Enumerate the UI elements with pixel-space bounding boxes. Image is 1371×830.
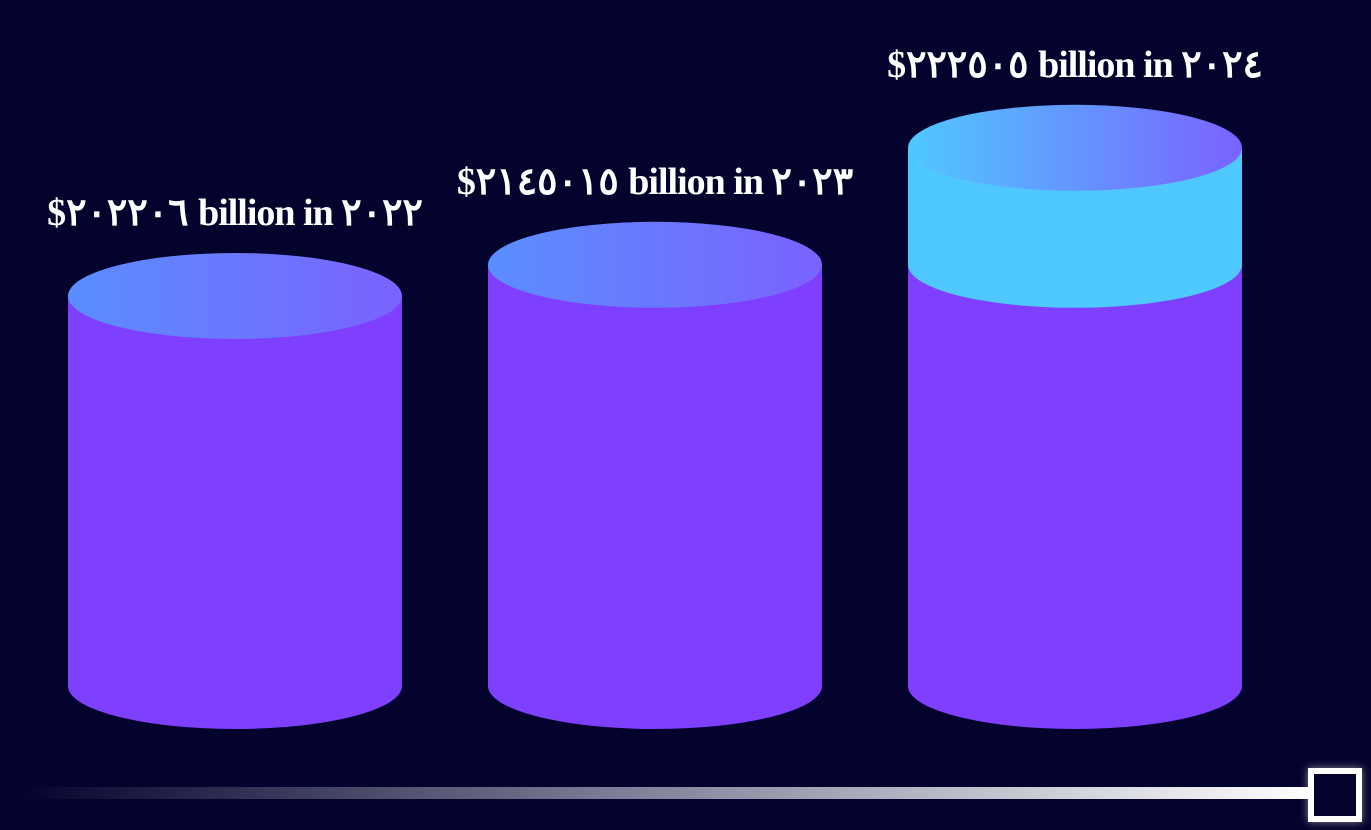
cylinder-bar: $٢٠٢٢٠٦ billion in ٢٠٢٢: [47, 192, 424, 729]
bar-value-label: $٢٢٢٥٠٥ billion in ٢٠٢٤: [887, 44, 1263, 86]
cylinder-top: [908, 104, 1242, 191]
cylinder-top: [68, 253, 402, 339]
cylinder-bar: $٢١٤٥٠١٥ billion in ٢٠٢٣: [457, 161, 854, 729]
scroll-track[interactable]: [20, 787, 1315, 799]
bars-layer: $٢٠٢٢٠٦ billion in ٢٠٢٢ $٢١٤٥٠١٥ billion …: [47, 44, 1264, 729]
cylinder-body: [488, 264, 822, 729]
bar-value-label: $٢٠٢٢٠٦ billion in ٢٠٢٢: [47, 192, 423, 234]
cylinder-body: [908, 264, 1242, 729]
cylinder-top: [488, 221, 822, 308]
cylinder-highlight-segment: [908, 147, 1242, 308]
bar-value-label: $٢١٤٥٠١٥ billion in ٢٠٢٣: [457, 161, 853, 203]
cylinder-bar: $٢٢٢٥٠٥ billion in ٢٠٢٤: [887, 44, 1264, 729]
cylinder-body: [68, 296, 402, 729]
square-outline-icon[interactable]: [1308, 768, 1362, 822]
